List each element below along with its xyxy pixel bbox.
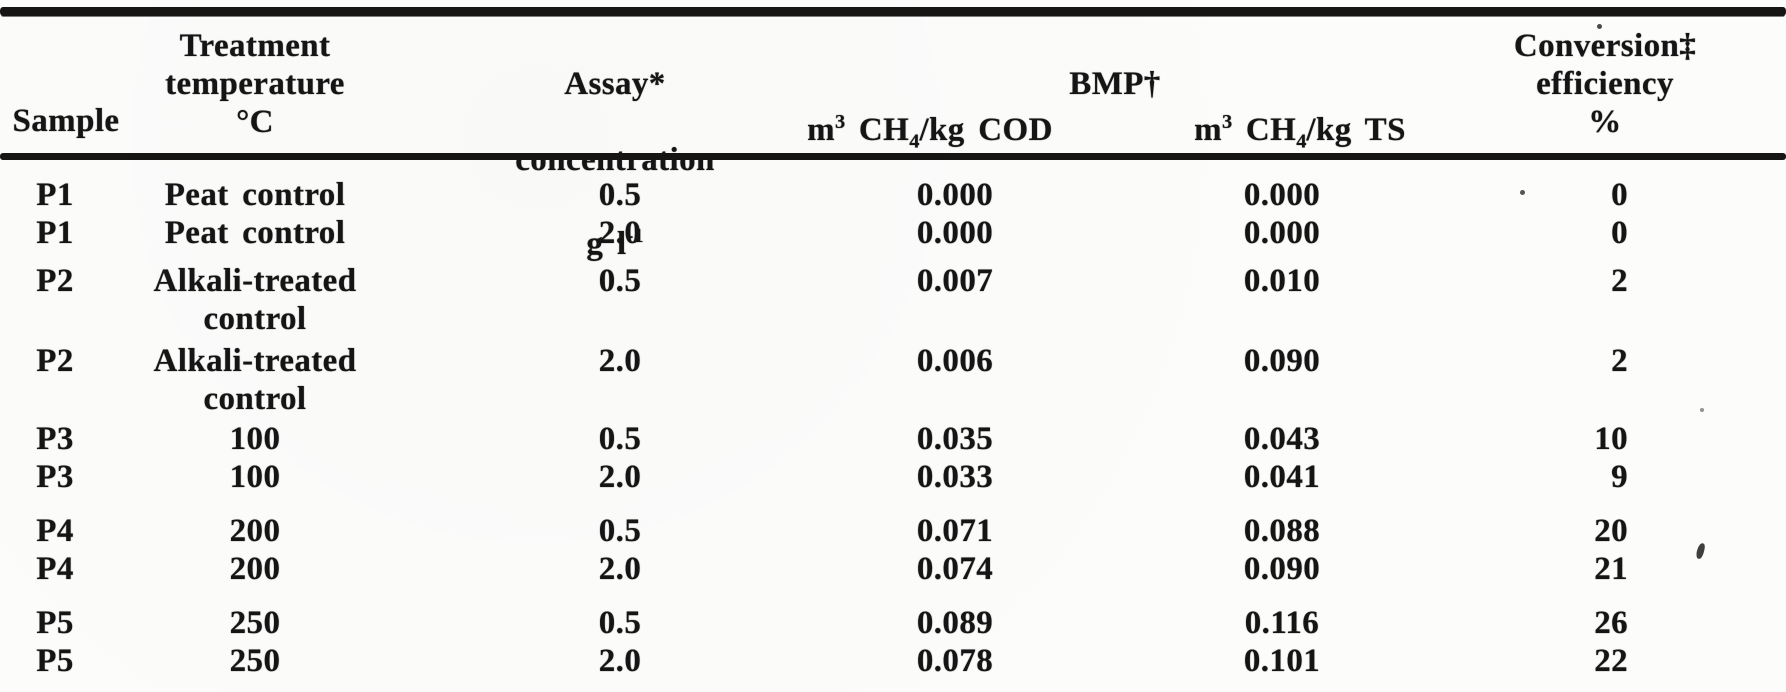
cell-concentration: 0.5 bbox=[598, 177, 642, 213]
cell-bmp-cod: 0.074 bbox=[916, 551, 994, 587]
table-top-rule bbox=[0, 7, 1786, 16]
cell-bmp-ts: 0.090 bbox=[1243, 343, 1321, 379]
cell-conversion: 2 bbox=[1611, 343, 1628, 379]
cell-sample: P4 bbox=[36, 551, 74, 587]
col-header-treatment: Treatment temperature °C bbox=[165, 28, 345, 140]
col-header-conversion-efficiency: Conversion‡ efficiency % bbox=[1513, 28, 1697, 140]
cell-concentration: 0.5 bbox=[598, 263, 642, 299]
cell-conversion: 0 bbox=[1611, 177, 1628, 213]
cell-bmp-cod: 0.071 bbox=[916, 513, 994, 549]
scan-speck bbox=[1695, 542, 1706, 560]
col-header-bmp-group: BMP† bbox=[1069, 66, 1161, 102]
scan-speck bbox=[1700, 408, 1704, 412]
cell-sample: P2 bbox=[36, 343, 74, 379]
cell-concentration: 2.0 bbox=[598, 643, 642, 679]
cell-bmp-cod: 0.033 bbox=[916, 459, 994, 495]
cell-conversion: 20 bbox=[1594, 513, 1628, 549]
cell-bmp-ts: 0.000 bbox=[1243, 177, 1321, 213]
cell-bmp-cod: 0.006 bbox=[916, 343, 994, 379]
cell-treatment: 200 bbox=[229, 551, 281, 587]
cell-treatment: 100 bbox=[229, 459, 281, 495]
cell-bmp-cod: 0.089 bbox=[916, 605, 994, 641]
cell-concentration: 2.0 bbox=[598, 215, 642, 251]
cell-treatment: Peat control bbox=[164, 215, 346, 251]
cell-bmp-ts: 0.043 bbox=[1243, 421, 1321, 457]
cell-treatment: 200 bbox=[229, 513, 281, 549]
cell-concentration: 2.0 bbox=[598, 343, 642, 379]
cell-treatment: Peat control bbox=[164, 177, 346, 213]
cell-treatment: Alkali-treated control bbox=[153, 343, 357, 417]
scan-speck bbox=[1520, 190, 1525, 195]
cell-sample: P2 bbox=[36, 263, 74, 299]
col-header-bmp-cod-unit: m3 CH4/kg COD bbox=[807, 111, 1053, 153]
cell-bmp-cod: 0.035 bbox=[916, 421, 994, 457]
cell-bmp-ts: 0.116 bbox=[1244, 605, 1320, 641]
cell-bmp-cod: 0.007 bbox=[916, 263, 994, 299]
cell-concentration: 0.5 bbox=[598, 605, 642, 641]
cell-conversion: 10 bbox=[1594, 421, 1628, 457]
assay-label: Assay* bbox=[564, 66, 666, 102]
cell-sample: P1 bbox=[36, 215, 74, 251]
cell-conversion: 26 bbox=[1594, 605, 1628, 641]
scan-speck bbox=[1597, 24, 1602, 29]
col-header-bmp-ts-unit: m3 CH4/kg TS bbox=[1194, 111, 1406, 153]
cell-treatment: 250 bbox=[229, 643, 281, 679]
cell-conversion: 21 bbox=[1594, 551, 1628, 587]
concentration-label: concentration bbox=[515, 142, 715, 178]
cell-treatment: 100 bbox=[229, 421, 281, 457]
cell-bmp-ts: 0.088 bbox=[1243, 513, 1321, 549]
cell-treatment: 250 bbox=[229, 605, 281, 641]
cell-bmp-ts: 0.090 bbox=[1243, 551, 1321, 587]
cell-concentration: 2.0 bbox=[598, 459, 642, 495]
cell-bmp-cod: 0.000 bbox=[916, 177, 994, 213]
cell-concentration: 2.0 bbox=[598, 551, 642, 587]
cell-conversion: 0 bbox=[1611, 215, 1628, 251]
cell-bmp-ts: 0.041 bbox=[1243, 459, 1321, 495]
cell-treatment: Alkali-treated control bbox=[153, 263, 357, 337]
cell-bmp-cod: 0.078 bbox=[916, 643, 994, 679]
cell-sample: P5 bbox=[36, 643, 74, 679]
cell-bmp-cod: 0.000 bbox=[916, 215, 994, 251]
cell-sample: P3 bbox=[36, 421, 74, 457]
cell-conversion: 2 bbox=[1611, 263, 1628, 299]
cell-sample: P3 bbox=[36, 459, 74, 495]
cell-sample: P1 bbox=[36, 177, 74, 213]
col-header-assay-concentration: Assay* concentration g l-1 bbox=[480, 27, 750, 301]
col-header-sample: Sample bbox=[12, 103, 120, 139]
cell-bmp-ts: 0.000 bbox=[1243, 215, 1321, 251]
header-separator-rule bbox=[0, 153, 1786, 160]
cell-bmp-ts: 0.101 bbox=[1243, 643, 1321, 679]
cell-concentration: 0.5 bbox=[598, 513, 642, 549]
cell-bmp-ts: 0.010 bbox=[1243, 263, 1321, 299]
cell-sample: P5 bbox=[36, 605, 74, 641]
cell-conversion: 9 bbox=[1611, 459, 1628, 495]
assay-unit: g l-1 bbox=[586, 225, 644, 262]
cell-conversion: 22 bbox=[1594, 643, 1628, 679]
cell-concentration: 0.5 bbox=[598, 421, 642, 457]
cell-sample: P4 bbox=[36, 513, 74, 549]
